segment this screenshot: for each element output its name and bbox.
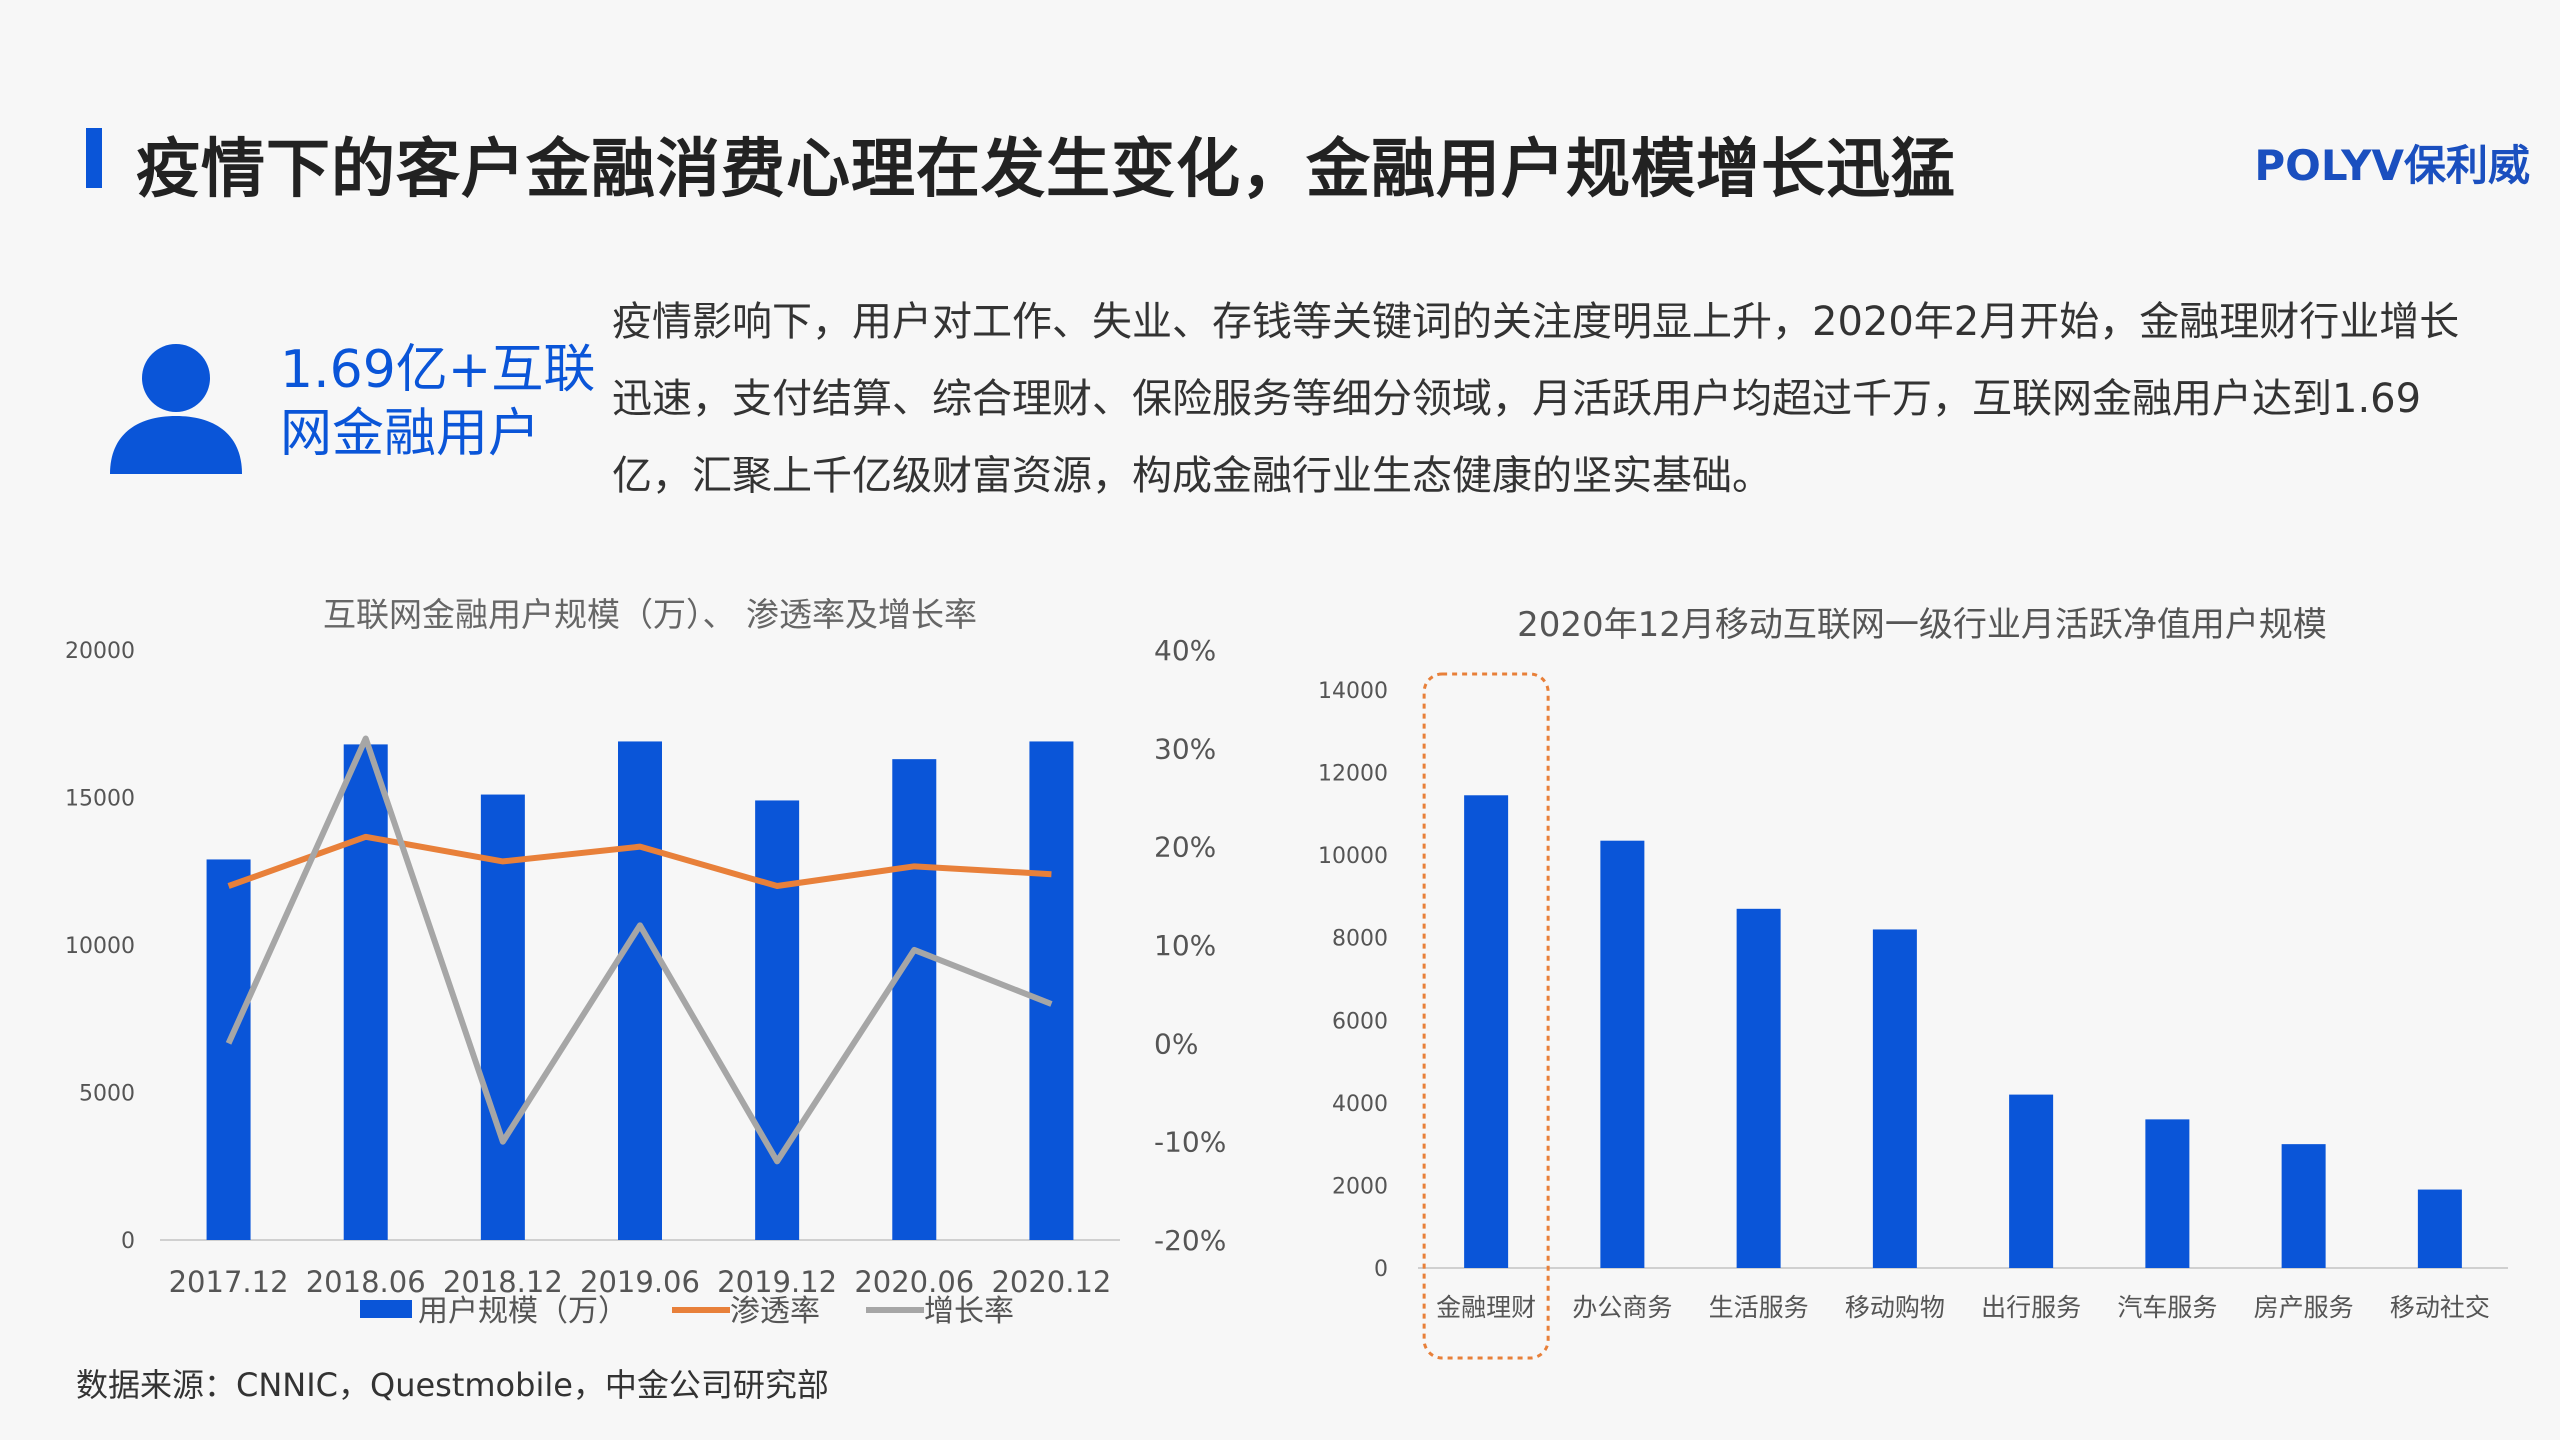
chart1-y2-tick: 30% xyxy=(1154,732,1216,765)
chart2-x-tick: 房产服务 xyxy=(2254,1293,2354,1322)
chart1-penetration-line xyxy=(227,833,1052,889)
chart1-y2-tick: -20% xyxy=(1154,1224,1226,1257)
stat-line-2: 网金融用户 xyxy=(280,404,541,464)
chart1-x-tick: 2018.06 xyxy=(306,1265,426,1299)
chart1-x-tick: 2018.12 xyxy=(443,1265,563,1299)
chart1-x-tick: 2017.12 xyxy=(169,1265,289,1299)
chart2-x-tick: 生活服务 xyxy=(1709,1293,1809,1322)
chart2-y-tick: 4000 xyxy=(1332,1092,1388,1117)
chart2-x-tick: 办公商务 xyxy=(1572,1293,1672,1322)
chart1-y2-tick: 40% xyxy=(1154,634,1216,667)
data-source: 数据来源：CNNIC，Questmobile，中金公司研究部 xyxy=(76,1366,829,1404)
chart1-bar xyxy=(892,759,937,1240)
chart2-x-tick: 移动购物 xyxy=(1845,1293,1945,1322)
chart1-legend-label: 增长率 xyxy=(924,1294,1014,1329)
chart1-bar xyxy=(206,859,251,1240)
chart2-x-tick: 移动社交 xyxy=(2390,1293,2490,1322)
chart1-y-tick: 15000 xyxy=(65,787,135,812)
chart2-y-tick: 2000 xyxy=(1332,1174,1388,1199)
chart1-legend-swatch xyxy=(360,1300,412,1318)
chart1-y2-tick: -10% xyxy=(1154,1126,1226,1159)
chart1-y2-tick: 20% xyxy=(1154,831,1216,864)
chart1-title: 互联网金融用户规模（万）、 渗透率及增长率 xyxy=(323,595,977,634)
chart2-y-tick: 12000 xyxy=(1318,762,1388,787)
user-scale-chart: 互联网金融用户规模（万）、 渗透率及增长率 0 5000 10000 15000 2000… xyxy=(65,595,1226,1329)
chart2-bar xyxy=(2009,1094,2054,1268)
chart1-y-tick: 20000 xyxy=(65,639,135,664)
chart1-bar xyxy=(480,794,525,1240)
chart1-bar xyxy=(343,744,388,1240)
chart2-y-tick: 6000 xyxy=(1332,1009,1388,1034)
chart2-bar xyxy=(1872,929,1917,1268)
stat-line-1: 1.69亿+互联 xyxy=(280,340,596,400)
chart2-y-tick: 0 xyxy=(1374,1257,1388,1282)
description-text: 疫情影响下，用户对工作、失业、存钱等关键词的关注度明显上升，2020年2月开始，… xyxy=(612,299,2460,499)
chart2-x-tick: 汽车服务 xyxy=(2117,1293,2217,1322)
chart2-y-tick: 14000 xyxy=(1318,679,1388,704)
chart1-bar xyxy=(618,741,662,1240)
chart2-x-tick: 金融理财 xyxy=(1436,1293,1536,1322)
industry-mau-chart: 2020年12月移动互联网一级行业月活跃净值用户规模 0 2000 4000 6000 8… xyxy=(1318,605,2508,1360)
chart2-bar xyxy=(1600,840,1645,1268)
chart1-bar xyxy=(755,800,800,1240)
chart1-bar xyxy=(1029,741,1074,1240)
polyv-logo: POLYV保利威 xyxy=(2254,141,2530,190)
chart2-title: 2020年12月移动互联网一级行业月活跃净值用户规模 xyxy=(1517,605,2327,645)
chart1-y-tick: 0 xyxy=(121,1229,135,1254)
chart1-x-tick: 2020.06 xyxy=(854,1265,974,1299)
chart1-x-tick: 2020.12 xyxy=(991,1265,1111,1299)
chart1-growth-line xyxy=(225,735,1053,1165)
chart1-x-tick: 2019.06 xyxy=(580,1265,700,1299)
chart2-highlight-frame xyxy=(1422,672,1550,1360)
chart2-bar xyxy=(2417,1189,2462,1268)
title-accent-bar xyxy=(86,128,102,188)
user-icon xyxy=(110,344,242,474)
chart2-x-tick: 出行服务 xyxy=(1981,1293,2081,1322)
chart1-y2-tick: 10% xyxy=(1154,929,1216,962)
chart2-y-tick: 10000 xyxy=(1318,844,1388,869)
chart1-legend-label: 渗透率 xyxy=(730,1294,820,1329)
stat-highlight: 1.69亿+互联 网金融用户 xyxy=(280,338,600,466)
chart2-y-tick: 8000 xyxy=(1332,927,1388,952)
chart1-y-tick: 10000 xyxy=(65,934,135,959)
chart2-bar xyxy=(1736,908,1781,1268)
chart2-bar xyxy=(2145,1119,2190,1268)
chart2-bar xyxy=(2281,1144,2326,1268)
chart1-y-tick: 5000 xyxy=(79,1082,135,1107)
chart1-y2-tick: 0% xyxy=(1154,1027,1198,1060)
chart1-x-tick: 2019.12 xyxy=(717,1265,837,1299)
chart1-legend-label: 用户规模（万） xyxy=(418,1294,628,1329)
chart2-bar xyxy=(1464,795,1509,1268)
page-title: 疫情下的客户金融消费心理在发生变化，金融用户规模增长迅猛 xyxy=(136,133,1956,207)
